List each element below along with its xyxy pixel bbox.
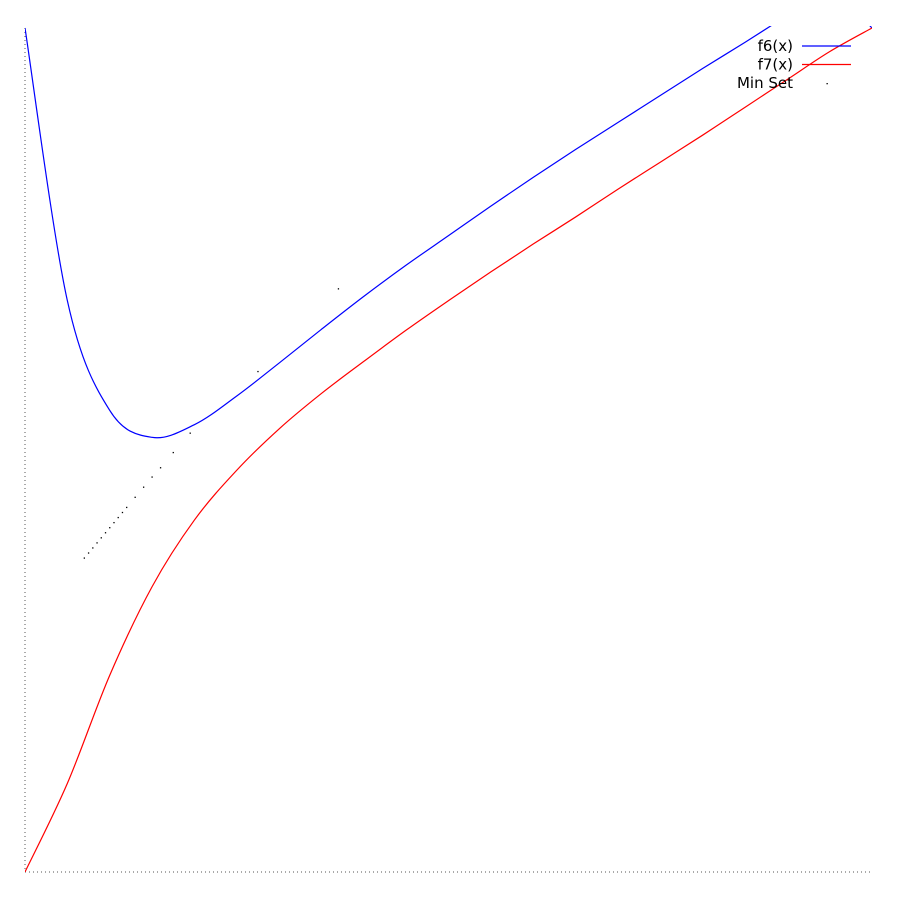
series-line-f7-x (25, 27, 872, 872)
min-set-point (172, 451, 174, 454)
min-set-point (87, 552, 90, 554)
min-set-point (96, 542, 98, 544)
legend: f6(x)f7(x)Min Set (737, 37, 851, 92)
series-line-f6-x (25, 26, 872, 439)
min-set-point (151, 476, 153, 478)
min-set-point (121, 511, 124, 514)
legend-label: f7(x) (758, 56, 793, 74)
min-set-point (134, 496, 136, 498)
min-set-point (117, 516, 119, 519)
min-set-point (126, 506, 128, 509)
min-set-point (109, 527, 111, 529)
legend-label: f6(x) (758, 37, 793, 55)
min-set-point (142, 486, 145, 488)
min-set-point (104, 532, 107, 534)
min-set-point (100, 537, 102, 539)
legend-item-f7-x: f7(x) (758, 56, 851, 74)
axes (24, 28, 872, 873)
series-min-set (83, 288, 340, 559)
min-set-point (257, 370, 259, 373)
min-set-point (159, 467, 162, 469)
min-set-point (83, 557, 85, 559)
legend-label: Min Set (737, 74, 793, 92)
legend-item-min-set: Min Set (737, 74, 828, 92)
legend-marker (826, 83, 828, 85)
min-set-point (337, 288, 340, 290)
series-layer (25, 26, 872, 872)
min-set-point (92, 547, 94, 549)
legend-item-f6-x: f6(x) (758, 37, 851, 55)
min-set-point (189, 432, 191, 434)
min-set-point (113, 521, 115, 524)
